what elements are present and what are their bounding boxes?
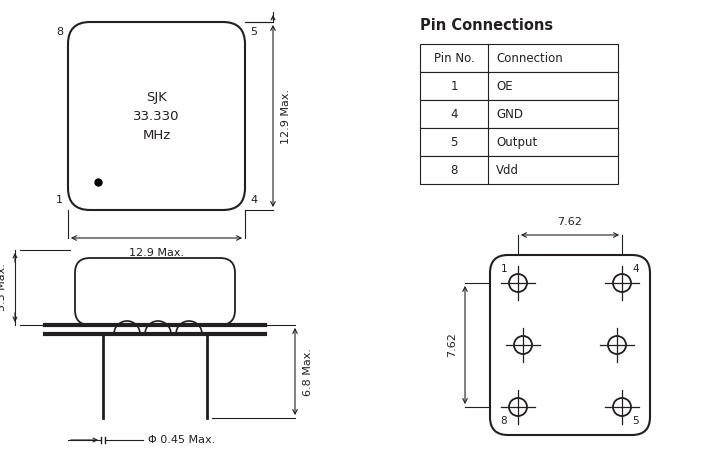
- Text: Vdd: Vdd: [496, 164, 519, 177]
- Text: 1: 1: [56, 195, 63, 205]
- Text: 7.62: 7.62: [558, 217, 582, 227]
- Bar: [420, 128, 618, 156]
- Text: 4: 4: [250, 195, 257, 205]
- Text: 12.9 Max.: 12.9 Max.: [281, 88, 291, 144]
- Text: 5.3 Max.: 5.3 Max.: [0, 264, 7, 312]
- Text: 6.8 Max.: 6.8 Max.: [303, 347, 313, 396]
- Text: 8: 8: [501, 416, 508, 426]
- Text: Pin Connections: Pin Connections: [420, 18, 553, 33]
- Text: 1: 1: [501, 264, 508, 274]
- FancyBboxPatch shape: [68, 22, 245, 210]
- Text: GND: GND: [496, 107, 523, 120]
- Text: 12.9 Max.: 12.9 Max.: [129, 248, 184, 258]
- Text: 4: 4: [450, 107, 457, 120]
- Text: 5: 5: [250, 27, 257, 37]
- Text: Connection: Connection: [496, 52, 563, 65]
- Text: Pin No.: Pin No.: [434, 52, 474, 65]
- Text: 5: 5: [450, 135, 457, 148]
- Bar: [420, 100, 618, 128]
- Text: Output: Output: [496, 135, 537, 148]
- Text: Φ 0.45 Max.: Φ 0.45 Max.: [148, 435, 215, 445]
- Bar: [420, 72, 618, 100]
- Text: OE: OE: [496, 80, 513, 93]
- Text: SJK
33.330
MHz: SJK 33.330 MHz: [133, 91, 180, 141]
- Bar: [420, 156, 618, 184]
- Text: 8: 8: [56, 27, 63, 37]
- Text: 8: 8: [450, 164, 457, 177]
- FancyBboxPatch shape: [75, 258, 235, 325]
- Text: 1: 1: [450, 80, 457, 93]
- Text: 5: 5: [633, 416, 639, 426]
- Text: 7.62: 7.62: [447, 332, 457, 358]
- FancyBboxPatch shape: [490, 255, 650, 435]
- Text: 4: 4: [633, 264, 639, 274]
- Bar: [420, 44, 618, 72]
